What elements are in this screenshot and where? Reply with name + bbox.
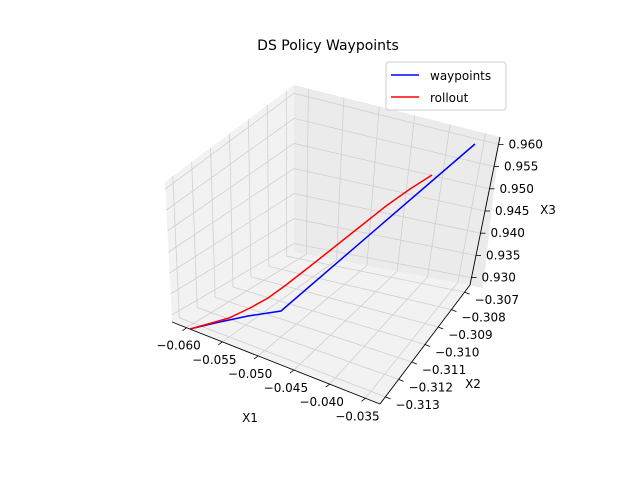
grid-z-line bbox=[166, 117, 495, 211]
grid-y-line bbox=[210, 147, 412, 363]
z-tick-label: 0.945 bbox=[495, 204, 529, 218]
y-tick-mark bbox=[438, 326, 444, 330]
y-axis-label: X2 bbox=[465, 377, 481, 391]
y-tick-mark bbox=[385, 396, 391, 400]
grid-x-line bbox=[293, 115, 416, 371]
y-tick-label: −0.310 bbox=[435, 346, 479, 360]
y-tick-label: −0.313 bbox=[395, 398, 439, 412]
tick-labels: −0.060−0.055−0.050−0.045−0.040−0.035 −0.3… bbox=[156, 137, 543, 423]
z-tick-label: 0.940 bbox=[491, 226, 525, 240]
x-tick-label: −0.040 bbox=[299, 395, 343, 409]
y-tick-label: −0.312 bbox=[409, 380, 453, 394]
grid-y-line bbox=[172, 176, 386, 398]
y-tick-label: −0.309 bbox=[448, 328, 492, 342]
x-tick-mark bbox=[289, 369, 295, 374]
grid-x-line bbox=[329, 124, 451, 385]
y-tick-label: −0.308 bbox=[461, 311, 505, 325]
grid-z-line bbox=[167, 143, 490, 232]
y-tick-label: −0.307 bbox=[475, 293, 519, 307]
y-tick-mark bbox=[411, 361, 417, 365]
chart-title: DS Policy Waypoints bbox=[257, 38, 399, 54]
y-tick-mark bbox=[451, 309, 457, 312]
y-tick-mark bbox=[398, 379, 404, 382]
z-axis-label: X3 bbox=[540, 203, 556, 217]
grid-x-line bbox=[186, 88, 309, 329]
x-tick-label: −0.060 bbox=[156, 339, 200, 353]
z-tick-label: 0.950 bbox=[500, 182, 534, 196]
y-tick-mark bbox=[464, 291, 470, 295]
x-tick-label: −0.035 bbox=[335, 409, 379, 423]
z-tick-label: 0.960 bbox=[509, 137, 543, 151]
z-tick-label: 0.930 bbox=[482, 271, 516, 285]
grid-z-line bbox=[169, 193, 481, 274]
legend-label-waypoints: waypoints bbox=[430, 69, 491, 83]
legend-label-rollout: rollout bbox=[430, 91, 469, 105]
grid-z-line bbox=[168, 168, 486, 253]
x-tick-mark bbox=[182, 327, 187, 332]
grid-y-line bbox=[229, 133, 426, 345]
x-tick-label: −0.050 bbox=[228, 367, 272, 381]
z-tick-label: 0.935 bbox=[486, 248, 520, 262]
grid-y-line bbox=[266, 105, 452, 310]
grid-x-line bbox=[365, 133, 486, 399]
z-tick-label: 0.955 bbox=[504, 160, 538, 174]
pane-floor bbox=[172, 252, 470, 404]
grid-y-line bbox=[285, 90, 465, 293]
grid-y-line bbox=[248, 119, 439, 328]
x-tick-mark bbox=[325, 383, 330, 388]
x-tick-mark bbox=[218, 341, 223, 346]
series-line-rollout bbox=[189, 174, 433, 330]
legend-box bbox=[385, 61, 507, 111]
grid-lines bbox=[165, 88, 499, 399]
x-tick-mark bbox=[361, 397, 366, 402]
y-tick-mark bbox=[424, 344, 431, 347]
grid-z-line bbox=[171, 243, 472, 316]
grid-z-line bbox=[165, 92, 499, 190]
x-axis-label: X1 bbox=[242, 411, 258, 425]
x-tick-label: −0.045 bbox=[264, 381, 308, 395]
x-axis-line bbox=[171, 321, 381, 405]
grid-x-line bbox=[257, 106, 380, 357]
grid-y-line bbox=[191, 161, 399, 380]
x-tick-mark bbox=[253, 355, 259, 360]
y-tick-label: −0.311 bbox=[422, 363, 466, 377]
x-tick-label: −0.055 bbox=[192, 353, 236, 367]
grid-z-line bbox=[170, 218, 477, 295]
legend: waypoints rollout bbox=[385, 61, 507, 111]
